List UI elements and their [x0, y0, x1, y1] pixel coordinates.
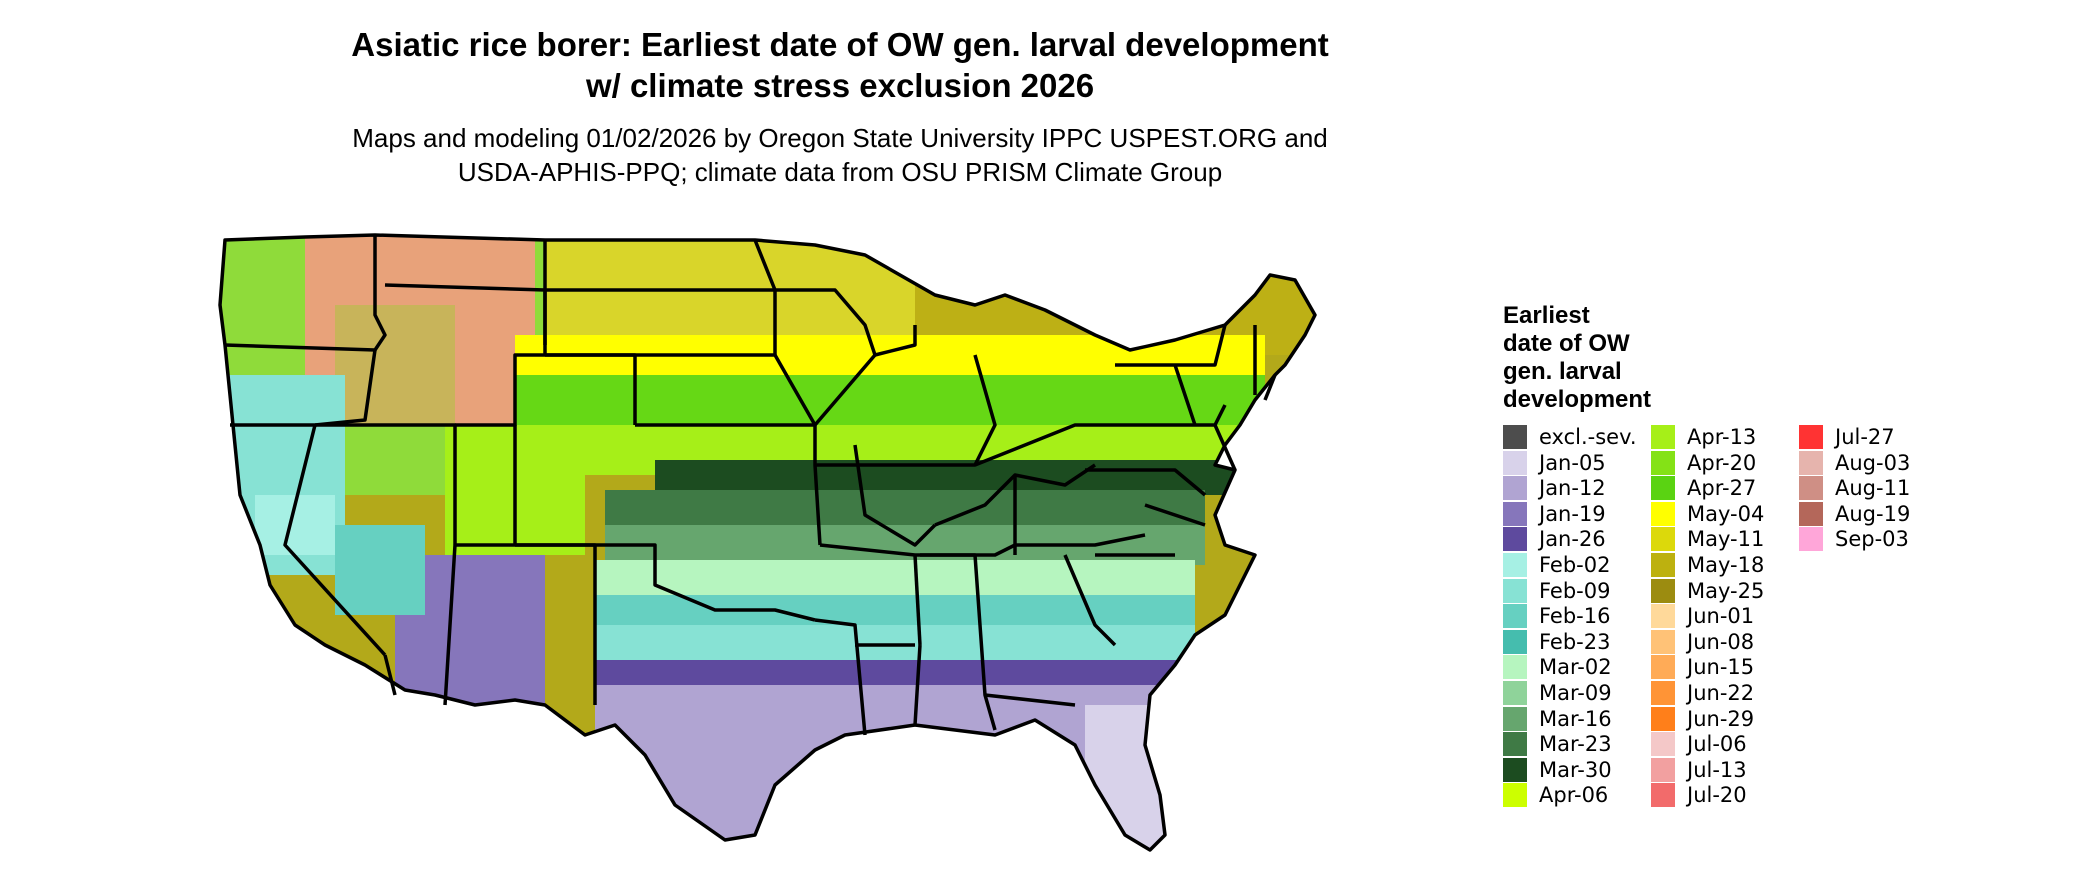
- legend-swatch: [1503, 501, 1527, 526]
- legend-label: Jul-20: [1687, 783, 1747, 808]
- legend-swatch: [1503, 425, 1527, 449]
- legend-label: Aug-11: [1835, 476, 1911, 501]
- legend-label: Jan-26: [1539, 527, 1606, 552]
- legend-swatch: [1503, 527, 1527, 552]
- legend-label: Apr-27: [1687, 476, 1757, 501]
- legend-swatch: [1503, 706, 1527, 731]
- legend-label: Feb-16: [1539, 604, 1611, 629]
- legend-swatch: [1503, 629, 1527, 654]
- legend-label: Jul-13: [1687, 757, 1747, 782]
- legend-swatch: [1503, 655, 1527, 680]
- legend-swatch: [1503, 578, 1527, 603]
- legend-swatch: [1503, 732, 1527, 757]
- legend-swatch: [1651, 681, 1675, 705]
- legend-label: Feb-09: [1539, 578, 1611, 603]
- state-boundaries: [218, 233, 1317, 852]
- legend-swatch: [1651, 732, 1675, 757]
- map-subtitle-line-2: USDA-APHIS-PPQ; climate data from OSU PR…: [457, 157, 1223, 187]
- legend-swatch: [1651, 604, 1675, 629]
- legend-label: May-18: [1687, 553, 1765, 577]
- legend-label: Jun-01: [1687, 604, 1755, 629]
- legend-swatch: [1799, 450, 1823, 475]
- legend-label: Jun-15: [1687, 655, 1755, 680]
- legend-label: May-11: [1687, 527, 1765, 552]
- legend-label: Jul-06: [1687, 732, 1747, 757]
- legend-swatch: [1651, 706, 1675, 731]
- legend-label: Aug-03: [1835, 450, 1911, 475]
- legend-label: excl.-sev.: [1539, 425, 1637, 449]
- map-title-line-2: w/ climate stress exclusion 2026: [585, 67, 1095, 104]
- legend-label: May-25: [1687, 578, 1765, 603]
- legend-label: Mar-23: [1539, 732, 1612, 757]
- map-subtitle-line-1: Maps and modeling 01/02/2026 by Oregon S…: [352, 123, 1328, 153]
- legend-label: Jan-12: [1539, 476, 1606, 501]
- legend-label: Feb-02: [1539, 553, 1611, 577]
- map-title-line-1: Asiatic rice borer: Earliest date of OW …: [351, 26, 1329, 63]
- legend-swatch: [1799, 501, 1823, 526]
- legend-swatch: [1651, 655, 1675, 680]
- legend-swatch: [1503, 757, 1527, 782]
- legend-label: Jan-19: [1539, 501, 1606, 526]
- legend-label: Jun-22: [1687, 681, 1755, 705]
- legend-title-line: date of OW: [1503, 330, 1630, 357]
- legend-swatch: [1651, 578, 1675, 603]
- legend-label: Sep-03: [1835, 527, 1909, 552]
- legend-label: Apr-20: [1687, 450, 1757, 475]
- legend-swatch: [1651, 783, 1675, 808]
- map-subtitle: Maps and modeling 01/02/2026 by Oregon S…: [300, 121, 1380, 189]
- legend-swatch: [1503, 553, 1527, 577]
- legend-label: Jan-05: [1539, 450, 1606, 475]
- legend-label: Apr-13: [1687, 425, 1757, 449]
- legend-swatch: [1651, 476, 1675, 501]
- legend-label: Jul-27: [1835, 425, 1895, 449]
- legend-swatch: [1651, 501, 1675, 526]
- us-map: [218, 233, 1317, 852]
- legend-swatch: [1503, 604, 1527, 629]
- legend-swatch: [1503, 681, 1527, 705]
- legend-swatch: [1799, 476, 1823, 501]
- legend-swatch: [1503, 450, 1527, 475]
- legend-label: Mar-02: [1539, 655, 1612, 680]
- legend-swatch: [1503, 476, 1527, 501]
- legend-label: Jun-29: [1687, 706, 1755, 731]
- climate-bands: [220, 235, 1315, 850]
- legend-label: Mar-16: [1539, 706, 1612, 731]
- legend-label: Aug-19: [1835, 501, 1911, 526]
- legend-title-line: gen. larval: [1503, 358, 1622, 385]
- legend-title: Earliest date of OW gen. larval developm…: [1503, 302, 1703, 414]
- legend-swatch: [1651, 450, 1675, 475]
- legend-label: Mar-30: [1539, 757, 1612, 782]
- legend-swatch: [1503, 783, 1527, 808]
- legend-label: Feb-23: [1539, 629, 1611, 654]
- legend-label: Jun-08: [1687, 629, 1755, 654]
- map-title: Asiatic rice borer: Earliest date of OW …: [330, 24, 1350, 106]
- legend-label: Apr-06: [1539, 783, 1609, 808]
- legend-swatch: [1799, 527, 1823, 552]
- legend-title-line: development: [1503, 386, 1652, 413]
- legend-label: Mar-09: [1539, 681, 1612, 705]
- legend-label: May-04: [1687, 501, 1765, 526]
- legend-swatch: [1799, 425, 1823, 449]
- legend-title-line: Earliest: [1503, 302, 1590, 329]
- legend-swatch: [1651, 527, 1675, 552]
- legend-swatch: [1651, 629, 1675, 654]
- legend-swatch: [1651, 425, 1675, 449]
- legend-swatch: [1651, 553, 1675, 577]
- legend-swatch: [1651, 757, 1675, 782]
